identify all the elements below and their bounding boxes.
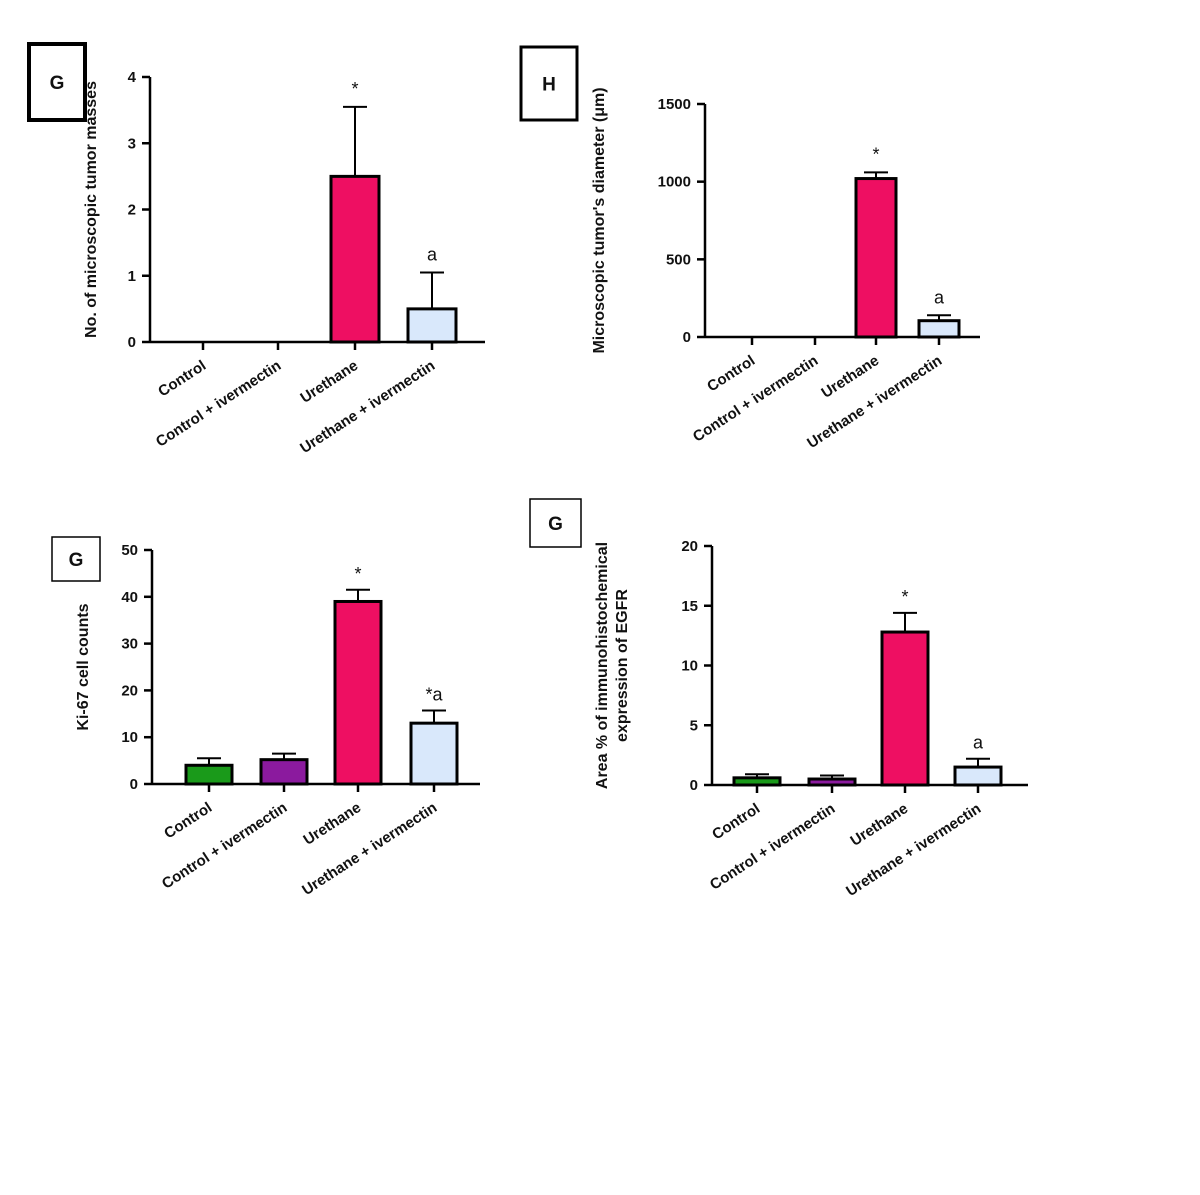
y-tick-label: 1500 — [658, 96, 691, 113]
bar — [732, 776, 782, 787]
y-axis-title: Microscopic tumor's diameter (μm) — [591, 87, 608, 353]
category-label: Urethane — [300, 799, 364, 849]
y-tick-label: 50 — [121, 542, 138, 559]
category-label: Urethane + ivermectin — [843, 800, 984, 900]
y-tick-label: 30 — [121, 636, 138, 653]
significance-label: a — [934, 287, 945, 307]
panel-label: G — [69, 550, 84, 571]
y-axis-title: expression of EGFR — [614, 589, 631, 742]
y-tick-label: 20 — [681, 538, 698, 555]
significance-label: * — [901, 587, 908, 607]
category-label: Urethane + ivermectin — [297, 357, 438, 457]
category-label: Control + ivermectin — [159, 799, 290, 892]
y-tick-label: 0 — [690, 777, 698, 794]
category-label: Urethane — [847, 800, 911, 850]
category-label: Control + ivermectin — [153, 357, 284, 450]
y-tick-label: 10 — [681, 658, 698, 675]
chart-panel-2: G 0 10 20 30 40 50 Ki-67 cell counts ControlCont… — [51, 536, 480, 899]
chart-panel-1: H 0 500 1000 1500 Microscopic tumor's diamete… — [519, 45, 980, 452]
bar — [406, 307, 458, 344]
bar — [807, 777, 857, 787]
bar — [917, 319, 961, 339]
y-tick-label: 3 — [128, 135, 136, 152]
y-tick-label: 20 — [121, 682, 138, 699]
chart-panel-3: G 0 5 10 15 20 Area % of immunohistochemical ex… — [529, 498, 1028, 900]
category-label: Control — [155, 357, 209, 400]
bar — [854, 177, 898, 339]
bar — [333, 599, 383, 786]
y-tick-label: 0 — [128, 334, 136, 351]
panel-label-box — [529, 498, 582, 548]
category-label: Urethane — [297, 357, 361, 407]
bar — [259, 758, 309, 786]
category-label: Control + ivermectin — [707, 800, 838, 893]
y-axis-title: Area % of immunohistochemical — [594, 542, 611, 789]
bar — [409, 721, 459, 786]
y-tick-label: 15 — [681, 598, 698, 615]
category-label: Urethane + ivermectin — [299, 799, 440, 899]
category-label: Control — [704, 352, 758, 395]
bar — [184, 763, 234, 786]
bar — [880, 630, 930, 787]
bar — [329, 174, 381, 344]
y-tick-label: 1000 — [658, 174, 691, 191]
panel-label: H — [542, 75, 556, 96]
panel-label-box — [51, 536, 101, 582]
panel-label-box — [519, 45, 579, 122]
category-label: Control — [161, 799, 215, 842]
y-tick-label: 4 — [128, 69, 137, 86]
y-tick-label: 10 — [121, 729, 138, 746]
significance-label: a — [427, 244, 438, 264]
panel-label-box — [27, 42, 87, 122]
y-tick-label: 40 — [121, 589, 138, 606]
significance-label: a — [973, 733, 984, 753]
significance-label: * — [351, 79, 358, 99]
y-tick-label: 500 — [666, 251, 691, 268]
significance-label: * — [872, 144, 879, 164]
y-tick-label: 0 — [130, 776, 138, 793]
category-label: Control — [709, 800, 763, 843]
significance-label: * — [354, 564, 361, 584]
bar — [953, 765, 1003, 787]
chart-panel-0: G 0 1 2 3 4 No. of microscopic tumor masses Con… — [27, 42, 485, 457]
y-tick-label: 1 — [128, 268, 136, 285]
significance-label: *a — [425, 685, 443, 705]
y-axis-title: Ki-67 cell counts — [75, 603, 92, 730]
y-tick-label: 0 — [683, 329, 691, 346]
panel-label: G — [548, 514, 563, 535]
y-tick-label: 2 — [128, 202, 136, 219]
y-axis-title: No. of microscopic tumor masses — [83, 81, 100, 338]
panel-label: G — [50, 73, 65, 94]
y-tick-label: 5 — [690, 717, 698, 734]
